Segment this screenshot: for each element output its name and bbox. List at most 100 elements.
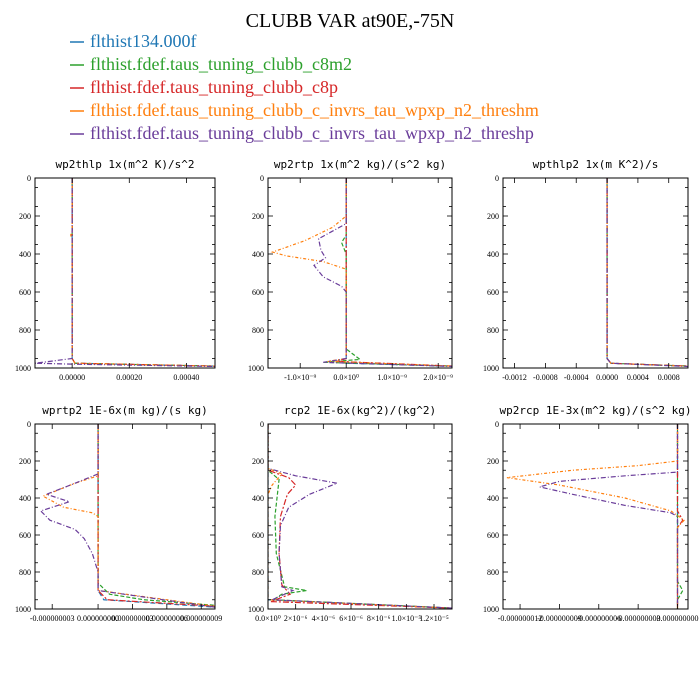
series-line <box>606 178 688 367</box>
x-tick-label: 0.00040 <box>173 373 199 382</box>
series-line <box>71 178 215 367</box>
series-line <box>506 424 685 609</box>
series-line <box>323 178 452 367</box>
y-tick-label: 200 <box>252 212 264 221</box>
y-tick-label: 800 <box>19 568 31 577</box>
y-tick-label: 1000 <box>248 605 264 614</box>
series-line <box>35 178 215 368</box>
series-line <box>336 178 452 367</box>
legend-label: flthist.fdef.taus_tuning_clubb_c_invrs_t… <box>90 100 539 120</box>
x-tick-label: 0.00020 <box>116 373 142 382</box>
x-tick-label: -0.000000003 <box>616 614 661 623</box>
series-group <box>606 178 688 368</box>
y-tick-label: 600 <box>252 531 264 540</box>
y-tick-label: 0 <box>260 174 264 183</box>
x-tick-label: 0.000000000 <box>77 614 119 623</box>
legend-entry: flthist.fdef.taus_tuning_clubb_c_invrs_t… <box>70 123 534 143</box>
x-tick-label: 0.000000009 <box>180 614 222 623</box>
y-tick-label: 0 <box>27 174 31 183</box>
y-tick-label: 1000 <box>15 364 31 373</box>
panel-grid: wp2thlp 1x(m^2 K)/s^2020040060080010000.… <box>15 158 699 623</box>
plot-frame <box>267 177 453 369</box>
y-tick-label: 400 <box>487 494 499 503</box>
series-group <box>270 178 452 368</box>
x-tick-label: 0.000000003 <box>111 614 153 623</box>
series-line <box>268 424 452 609</box>
y-tick-label: 800 <box>487 568 499 577</box>
series-line <box>71 178 215 367</box>
series-line <box>268 424 452 609</box>
series-line <box>313 178 452 368</box>
series-group <box>506 424 685 609</box>
y-tick-label: 600 <box>19 531 31 540</box>
x-tick-label: 1.0×10⁻⁵ <box>392 614 422 623</box>
series-group <box>268 424 452 609</box>
y-tick-label: 1000 <box>248 364 264 373</box>
series-line <box>345 178 452 367</box>
series-line <box>268 424 452 609</box>
series-line <box>71 178 215 367</box>
x-tick-label: 1.2×10⁻⁵ <box>419 614 449 623</box>
y-tick-label: 400 <box>252 494 264 503</box>
panel-title: wp2rtp 1x(m^2 kg)/(s^2 kg) <box>274 158 446 171</box>
y-tick-label: 600 <box>487 531 499 540</box>
x-tick-label: 0.00000 <box>59 373 85 382</box>
panel-5: rcp2 1E-6x(kg^2)/(kg^2) 0 200 400 600 800 1000… <box>248 404 453 623</box>
panel-6: wp2rcp 1E-3x(m^2 kg)/(s^2 kg)0 200 400 600 8… <box>483 404 699 623</box>
plot-frame <box>267 423 453 610</box>
plot-frame <box>34 177 216 369</box>
y-tick-label: 400 <box>19 250 31 259</box>
y-tick-label: 0 <box>495 420 499 429</box>
series-line <box>268 424 452 609</box>
x-tick-label: 4×10⁻⁶ <box>312 614 336 623</box>
x-tick-label: -0.0004 <box>564 373 589 382</box>
y-tick-label: 200 <box>19 212 31 221</box>
x-tick-label: 8×10⁻⁶ <box>367 614 391 623</box>
y-tick-label: 400 <box>19 494 31 503</box>
panel-title: rcp2 1E-6x(kg^2)/(kg^2) <box>284 404 436 417</box>
series-line <box>39 424 215 608</box>
series-group <box>35 178 215 368</box>
y-tick-label: 800 <box>487 326 499 335</box>
legend-entry: flthist.fdef.taus_tuning_clubb_c_invrs_t… <box>70 100 539 120</box>
x-tick-label: -0.000000003 <box>30 614 75 623</box>
series-line <box>606 178 688 367</box>
legend-label: flthist134.000f <box>90 31 197 51</box>
panel-1: wp2thlp 1x(m^2 K)/s^2 0 200 400 600 800 1000 0.… <box>15 158 216 382</box>
x-tick-label: -1.0×10⁻⁹ <box>284 373 316 382</box>
y-tick-label: 200 <box>487 457 499 466</box>
x-tick-label: 0.000000006 <box>146 614 188 623</box>
series-line <box>41 424 215 607</box>
x-tick-label: 0.0×10⁰ <box>333 373 359 382</box>
series-line <box>539 424 679 609</box>
panel-3: wpthlp2 1x(m K^2)/s02004006008001000-0.0… <box>483 158 689 382</box>
x-tick-label: 6×10⁻⁶ <box>339 614 363 623</box>
panel-title: wpthlp2 1x(m K^2)/s <box>533 158 659 171</box>
y-tick-label: 600 <box>19 288 31 297</box>
legend: flthist134.000f flthist.fdef.taus_tuning_… <box>70 31 539 143</box>
x-tick-label: 0.0004 <box>627 373 649 382</box>
legend-label: flthist.fdef.taus_tuning_clubb_c8p <box>90 77 338 97</box>
series-line <box>270 178 452 367</box>
x-tick-label: -0.000000006 <box>576 614 621 623</box>
x-tick-label: -0.000000012 <box>498 614 543 623</box>
series-line <box>606 178 688 367</box>
x-tick-label: 0.000000000 <box>657 614 699 623</box>
series-line <box>97 424 215 608</box>
main-title: CLUBB VAR at90E,-75N <box>246 10 455 32</box>
series-line <box>97 424 215 607</box>
panel-title: wp2rcp 1E-3x(m^2 kg)/(s^2 kg) <box>499 404 691 417</box>
plot-frame <box>502 177 689 369</box>
series-group <box>39 424 215 608</box>
series-line <box>268 424 452 609</box>
y-tick-label: 200 <box>487 212 499 221</box>
x-tick-label: 0.0000 <box>596 373 618 382</box>
legend-entry: flthist.fdef.taus_tuning_clubb_c8p <box>70 77 338 97</box>
y-tick-label: 1000 <box>483 364 499 373</box>
x-tick-label: 1.0×10⁻⁹ <box>377 373 407 382</box>
series-line <box>606 178 688 368</box>
series-line <box>97 424 215 606</box>
y-tick-label: 400 <box>487 250 499 259</box>
y-tick-label: 0 <box>495 174 499 183</box>
